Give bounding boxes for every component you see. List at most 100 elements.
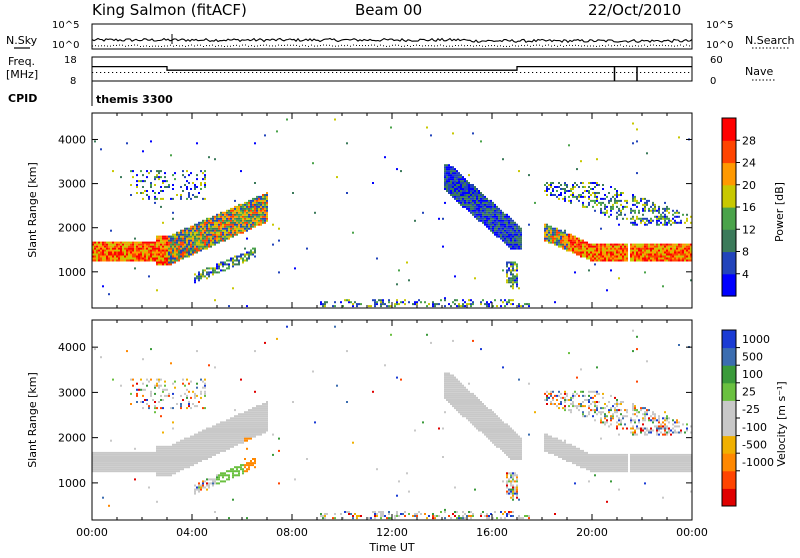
nsearch-point [179,46,180,47]
power-cell [580,244,582,246]
power-cell [580,248,582,250]
power-cell [478,208,480,210]
power-cell [108,246,110,248]
power-cell [106,252,108,254]
power-cell [100,258,102,260]
power-cell [638,252,640,254]
power-cell [634,222,636,224]
velocity-cell [244,432,246,434]
power-cell [182,246,184,248]
power-cell [554,230,556,232]
power-cell [94,260,96,262]
power-cell [160,190,162,192]
power-cell [512,236,514,238]
power-cell [498,220,500,222]
nave-point [496,72,497,73]
velocity-cell [224,434,226,436]
nsearch-point [680,45,681,46]
power-cell [246,206,248,208]
power-cell [98,244,100,246]
power-cell [106,258,108,260]
velocity-cell [198,434,200,436]
power-cell [244,260,246,262]
velocity-cell [206,482,208,484]
power-cell [126,142,128,144]
power-cell [630,258,632,260]
power-cell [614,188,616,190]
velocity-cell [178,446,180,448]
power-cell [192,254,194,256]
velocity-cell [228,444,230,446]
nsearch-point [365,45,366,46]
power-cell [510,222,512,224]
power-cell [144,244,146,246]
power-cell [514,236,516,238]
nave-point [568,72,569,73]
power-cell [190,254,192,256]
velocity-cell [156,452,158,454]
power-cell [166,254,168,256]
power-cell [560,230,562,232]
nsearch-point [398,45,399,46]
power-cell [448,180,450,182]
power-cell [186,236,188,238]
power-cell [200,226,202,228]
velocity-cell [220,442,222,444]
power-cell [650,206,652,208]
power-cell [130,252,132,254]
power-cell [686,214,688,216]
power-cell [604,214,606,216]
power-cell [574,252,576,254]
power-cell [136,258,138,260]
power-cell [508,244,510,246]
velocity-cell [222,448,224,450]
power-cell [488,224,490,226]
velocity-cell [208,364,210,366]
power-cell [266,220,268,222]
power-cell [492,204,494,206]
velocity-cell [168,456,170,458]
velocity-cell [102,460,104,462]
power-cell [568,240,570,242]
power-cell [98,256,100,258]
power-cell [178,260,180,262]
power-cell [182,244,184,246]
nave-point [132,72,133,73]
velocity-cell [166,389,168,391]
velocity-cell [240,430,242,432]
power-cell [518,240,520,242]
nave-point [212,72,213,73]
velocity-cell [162,456,164,458]
velocity-cell [222,438,224,440]
velocity-cell [132,470,134,472]
colorbar-tick-label: 28 [742,134,756,147]
nsearch-point [392,45,393,46]
nave-point [668,72,669,73]
power-cell [464,180,466,182]
power-cell [554,242,556,244]
velocity-cell [174,452,176,454]
power-cell [224,218,226,220]
velocity-cell [174,381,176,383]
power-cell [654,260,656,262]
power-cell [222,265,224,267]
power-cell [624,258,626,260]
velocity-cell [164,468,166,470]
velocity-cell [124,462,126,464]
nsearch-point [116,45,117,46]
power-cell [180,186,182,188]
power-cell [580,242,582,244]
power-cell [588,204,590,206]
power-cell [516,285,518,287]
power-cell [192,240,194,242]
power-cell [180,230,182,232]
power-cell [168,263,170,265]
power-cell [682,260,684,262]
power-cell [668,250,670,252]
power-cell [494,220,496,222]
power-cell [608,246,610,248]
power-cell [594,258,596,260]
power-cell [630,212,632,214]
velocity-cell [120,468,122,470]
power-cell [188,228,190,230]
